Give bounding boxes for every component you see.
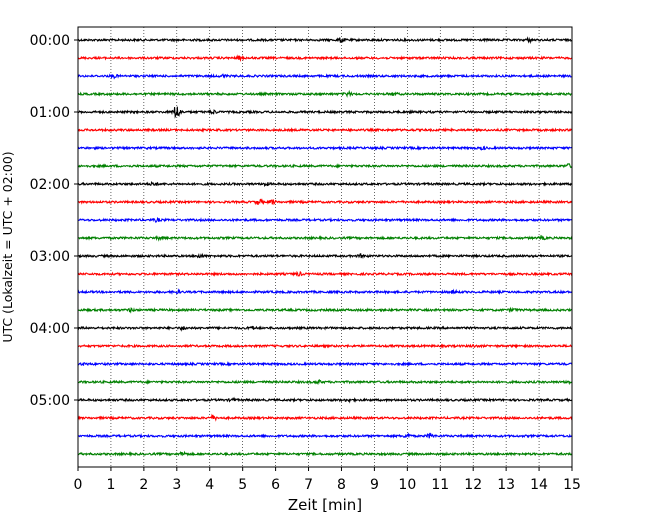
trace-0015 [77,54,573,62]
trace-0045 [77,89,573,98]
x-tick-label: 9 [370,477,379,493]
trace-0415 [77,343,573,349]
trace-0430 [77,361,573,367]
trace-0500 [77,396,573,404]
x-tick-label: 15 [563,477,581,493]
x-tick-label: 8 [337,477,346,493]
x-axis: 0 1 2 3 4 5 6 7 8 9 10 11 12 13 14 15 [74,467,581,493]
y-tick-label: 02:00 [30,177,70,193]
trace-0400 [77,325,573,332]
trace-0300 [77,252,573,260]
x-tick-label: 0 [74,477,83,493]
x-tick-label: 5 [238,477,247,493]
trace-0215 [77,198,573,206]
x-tick-label: 14 [530,477,548,493]
trace-0130 [77,145,573,151]
x-tick-label: 2 [139,477,148,493]
x-tick-label: 11 [431,477,449,493]
trace-0200 [77,181,573,188]
x-axis-label: Zeit [min] [288,496,362,514]
trace-0245 [77,234,573,242]
trace-0230 [77,217,573,224]
trace-0345 [77,306,573,314]
x-tick-label: 3 [172,477,181,493]
trace-0445 [77,378,573,386]
trace-0145 [77,163,573,169]
minute-grid [110,27,540,467]
x-tick-label: 6 [271,477,280,493]
trace-0000 [77,36,573,45]
y-axis: 00:00 01:00 02:00 03:00 04:00 05:00 [30,33,78,409]
y-axis-label: UTC (Lokalzeit = UTC + 02:00) [0,151,15,342]
x-tick-label: 13 [497,477,515,493]
y-tick-label: 05:00 [30,393,70,409]
x-tick-label: 7 [304,477,313,493]
trace-0115 [77,127,573,133]
x-tick-label: 4 [205,477,214,493]
trace-0515 [77,413,573,422]
plot-frame [77,26,573,468]
trace-0315 [77,270,573,277]
x-tick-label: 10 [398,477,416,493]
x-tick-label: 12 [464,477,482,493]
x-tick-label: 1 [106,477,115,493]
y-tick-label: 03:00 [30,249,70,265]
trace-0030 [77,73,573,80]
trace-0330 [77,288,573,295]
trace-group [77,36,573,458]
trace-0100 [77,106,573,119]
trace-0530 [77,432,573,439]
y-tick-label: 00:00 [30,33,70,49]
trace-0545 [77,450,573,458]
y-tick-label: 04:00 [30,321,70,337]
y-tick-label: 01:00 [30,105,70,121]
